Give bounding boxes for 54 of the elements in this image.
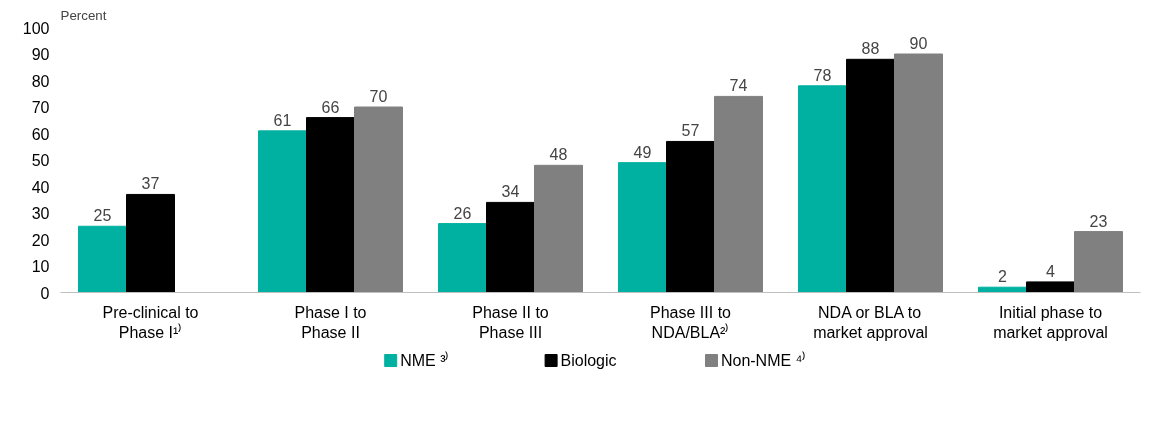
y-axis-title: Percent: [60, 7, 107, 23]
bar: [258, 130, 307, 293]
data-label: 2: [998, 268, 1008, 286]
data-label: 90: [909, 35, 928, 52]
bar: [1074, 231, 1123, 293]
data-label: 57: [681, 122, 700, 140]
x-tick-label: Phase III to NDA/BLA²⁾: [650, 303, 732, 341]
y-tick-label: 70: [31, 99, 50, 116]
data-label: 37: [141, 175, 160, 193]
bar: [846, 58, 895, 293]
bar: [894, 53, 943, 293]
bar: [486, 201, 535, 293]
y-tick-label: 40: [31, 178, 50, 196]
bar: [1026, 281, 1075, 293]
data-label: 70: [369, 88, 388, 105]
data-label: 4: [1046, 262, 1056, 280]
legend-label: NME ³⁾: [400, 351, 450, 369]
data-label: 25: [93, 207, 112, 225]
x-tick-label: Phase II to Phase III: [472, 303, 549, 341]
y-tick-label: 20: [31, 231, 50, 249]
y-tick-label: 80: [31, 72, 50, 90]
bar: [618, 162, 667, 293]
bar: [354, 106, 403, 293]
bar: [78, 225, 127, 293]
x-tick-label: Phase I to Phase II: [294, 303, 367, 341]
y-tick-label: 60: [31, 125, 50, 143]
bar: [306, 117, 355, 293]
bar: [534, 164, 583, 293]
data-label: 23: [1089, 212, 1108, 230]
data-label: 34: [501, 183, 520, 201]
y-tick-label: 30: [31, 205, 50, 222]
data-label: 61: [273, 111, 292, 129]
data-label: 66: [321, 98, 340, 116]
data-label: 48: [549, 146, 568, 164]
data-label: 26: [453, 204, 472, 222]
legend-label: Biologic: [560, 352, 617, 369]
bar: [714, 95, 763, 293]
y-tick-label: 10: [31, 258, 50, 275]
bar: [666, 140, 715, 293]
bar: [438, 223, 487, 293]
y-tick-label: 100: [22, 19, 50, 37]
data-label: 88: [861, 40, 880, 58]
y-tick-label: 0: [40, 284, 50, 302]
y-tick-label: 90: [31, 46, 50, 63]
data-label: 74: [729, 77, 748, 95]
y-tick-label: 50: [31, 152, 50, 169]
legend-label: Non-NME ⁴⁾: [720, 351, 807, 369]
data-label: 78: [813, 66, 832, 84]
data-label: 49: [633, 143, 652, 161]
x-tick-label: NDA or BLA to market approval: [813, 303, 928, 341]
x-tick-label: Initial phase to market approval: [993, 303, 1108, 341]
bar: [798, 85, 847, 293]
x-tick-label: Pre-clinical to Phase I¹⁾: [102, 303, 199, 341]
bar: [126, 193, 175, 293]
